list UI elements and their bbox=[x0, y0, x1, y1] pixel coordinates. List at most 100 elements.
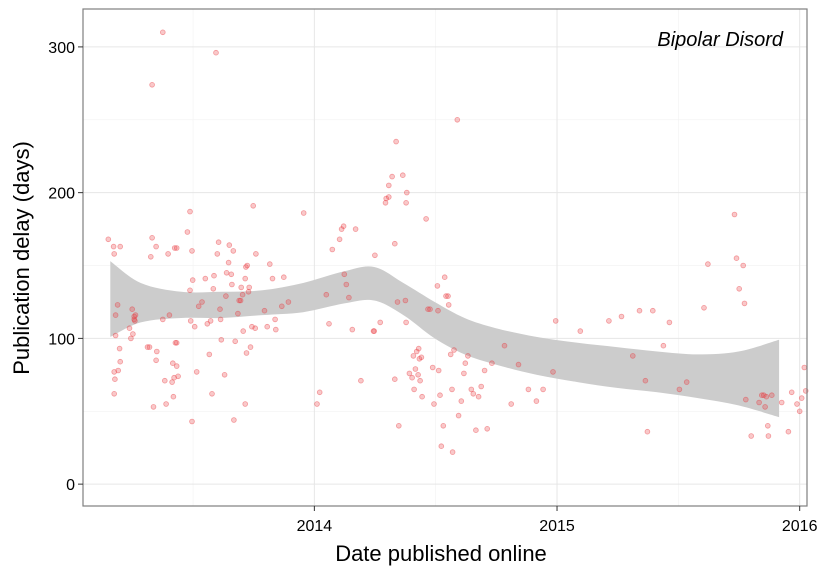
data-point bbox=[247, 344, 254, 350]
data-point bbox=[202, 275, 209, 282]
data-point bbox=[169, 379, 175, 385]
data-point bbox=[171, 245, 178, 251]
data-point bbox=[451, 347, 457, 353]
data-point bbox=[213, 49, 219, 56]
y-axis-title: Publication delay (days) bbox=[9, 141, 34, 375]
data-point bbox=[114, 302, 121, 308]
data-point bbox=[160, 316, 166, 323]
data-point bbox=[242, 401, 249, 407]
data-point bbox=[394, 299, 401, 305]
data-point bbox=[437, 392, 443, 399]
data-point bbox=[272, 326, 279, 333]
data-point bbox=[261, 307, 268, 314]
data-point bbox=[149, 235, 155, 241]
data-point bbox=[796, 408, 803, 415]
data-point bbox=[231, 417, 237, 423]
data-point bbox=[435, 367, 442, 374]
data-point bbox=[218, 336, 225, 343]
data-points bbox=[105, 29, 809, 455]
x-tick-label: 2016 bbox=[782, 518, 818, 535]
data-point bbox=[214, 251, 221, 257]
data-point bbox=[217, 316, 224, 323]
data-point bbox=[736, 285, 742, 292]
y-axis-ticks: 0 100 200 300 bbox=[48, 40, 83, 494]
data-point bbox=[470, 390, 477, 397]
data-point bbox=[173, 339, 180, 346]
data-point bbox=[172, 339, 179, 346]
data-point bbox=[741, 300, 748, 307]
data-point bbox=[383, 195, 390, 202]
data-point bbox=[765, 433, 772, 439]
data-point bbox=[243, 350, 250, 356]
data-point bbox=[340, 223, 347, 230]
data-point bbox=[449, 386, 455, 393]
data-point bbox=[763, 393, 770, 400]
data-point bbox=[393, 138, 399, 145]
data-point bbox=[733, 255, 740, 262]
plot-border bbox=[82, 8, 808, 507]
data-point bbox=[758, 392, 765, 399]
data-point bbox=[146, 344, 153, 350]
data-point bbox=[110, 243, 117, 250]
data-point bbox=[352, 226, 359, 232]
data-point bbox=[221, 371, 228, 378]
data-point bbox=[132, 312, 139, 318]
data-point bbox=[515, 361, 522, 368]
data-point bbox=[785, 428, 792, 435]
data-point bbox=[660, 342, 667, 349]
y-tick-label: 300 bbox=[48, 40, 75, 57]
journal-annotation: Bipolar Disord bbox=[657, 29, 783, 51]
data-point bbox=[445, 302, 452, 308]
data-point bbox=[788, 389, 795, 396]
x-tick-label: 2014 bbox=[297, 518, 333, 535]
data-point bbox=[762, 404, 768, 410]
data-point bbox=[242, 275, 249, 282]
data-point bbox=[314, 401, 320, 407]
data-point bbox=[112, 376, 118, 383]
data-point bbox=[264, 323, 271, 330]
data-point bbox=[440, 422, 447, 429]
data-point bbox=[402, 297, 409, 304]
data-point bbox=[666, 319, 673, 326]
data-point bbox=[112, 332, 119, 339]
data-point bbox=[193, 369, 200, 375]
data-point bbox=[129, 306, 136, 313]
data-point bbox=[636, 307, 643, 314]
data-point bbox=[415, 345, 422, 352]
data-point bbox=[475, 393, 482, 400]
data-point bbox=[385, 194, 392, 200]
data-point bbox=[187, 287, 193, 294]
data-point bbox=[644, 428, 651, 435]
data-point bbox=[740, 262, 746, 269]
data-point bbox=[111, 251, 117, 257]
data-point bbox=[778, 399, 785, 406]
data-point bbox=[154, 348, 160, 355]
data-point bbox=[533, 398, 540, 404]
data-point bbox=[187, 208, 193, 215]
data-point bbox=[165, 251, 171, 257]
data-point bbox=[228, 271, 235, 278]
data-point bbox=[731, 211, 738, 218]
data-point bbox=[676, 386, 683, 393]
data-point bbox=[162, 377, 168, 384]
data-point bbox=[236, 297, 243, 304]
data-point bbox=[225, 259, 232, 266]
data-point bbox=[406, 370, 413, 377]
data-point bbox=[229, 281, 235, 288]
plot-background bbox=[83, 9, 807, 506]
data-point bbox=[435, 307, 441, 314]
data-point bbox=[525, 386, 532, 393]
data-point bbox=[768, 392, 775, 399]
data-point bbox=[278, 303, 285, 310]
data-point bbox=[443, 293, 449, 299]
data-point bbox=[243, 264, 249, 270]
data-point bbox=[445, 293, 451, 299]
data-point bbox=[399, 172, 406, 179]
data-point bbox=[207, 318, 214, 324]
data-point bbox=[403, 319, 409, 326]
data-point bbox=[705, 261, 711, 267]
data-point bbox=[223, 269, 230, 276]
data-point bbox=[232, 338, 239, 345]
data-point bbox=[238, 284, 245, 291]
